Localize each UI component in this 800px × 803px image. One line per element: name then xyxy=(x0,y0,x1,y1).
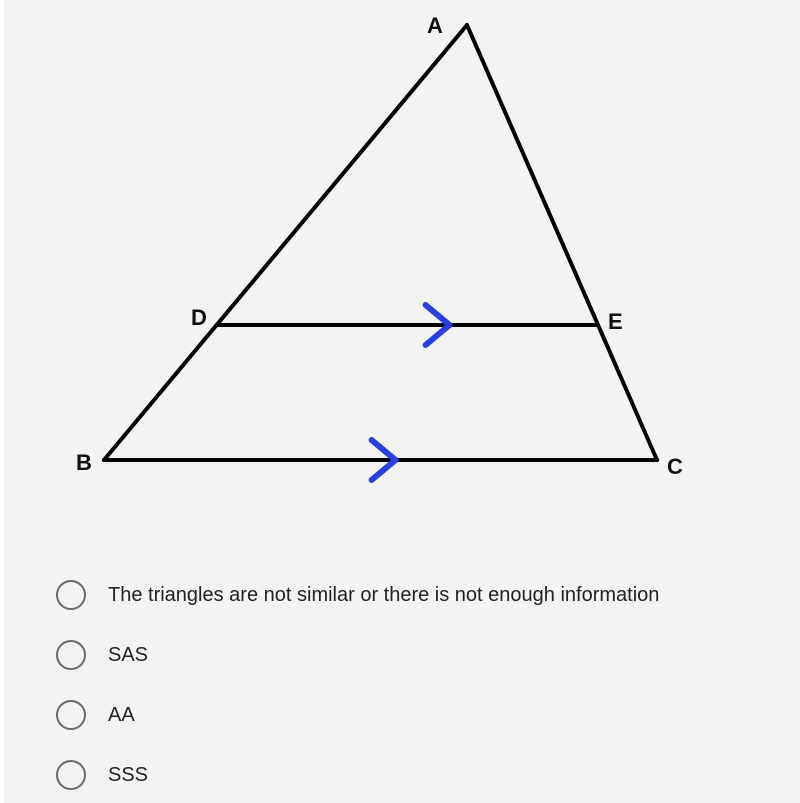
radio-icon xyxy=(56,760,86,790)
question-page: A B C D E The triangles are not similar … xyxy=(0,0,800,803)
option-sas[interactable]: SAS xyxy=(56,640,756,670)
vertex-label-B: B xyxy=(76,450,92,476)
vertex-label-C: C xyxy=(667,454,683,480)
radio-icon xyxy=(56,580,86,610)
option-not-similar[interactable]: The triangles are not similar or there i… xyxy=(56,580,756,610)
option-label: AA xyxy=(108,704,135,727)
option-label: SSS xyxy=(108,764,148,787)
triangle-diagram: A B C D E xyxy=(62,10,672,530)
vertex-label-A: A xyxy=(427,13,443,39)
radio-icon xyxy=(56,700,86,730)
option-label: SAS xyxy=(108,644,148,667)
option-aa[interactable]: AA xyxy=(56,700,756,730)
option-label: The triangles are not similar or there i… xyxy=(108,584,659,607)
vertex-label-E: E xyxy=(608,309,623,335)
diagram-svg xyxy=(62,10,672,530)
vertex-label-D: D xyxy=(191,305,207,331)
radio-icon xyxy=(56,640,86,670)
option-sss[interactable]: SSS xyxy=(56,760,756,790)
answer-options: The triangles are not similar or there i… xyxy=(56,580,756,803)
